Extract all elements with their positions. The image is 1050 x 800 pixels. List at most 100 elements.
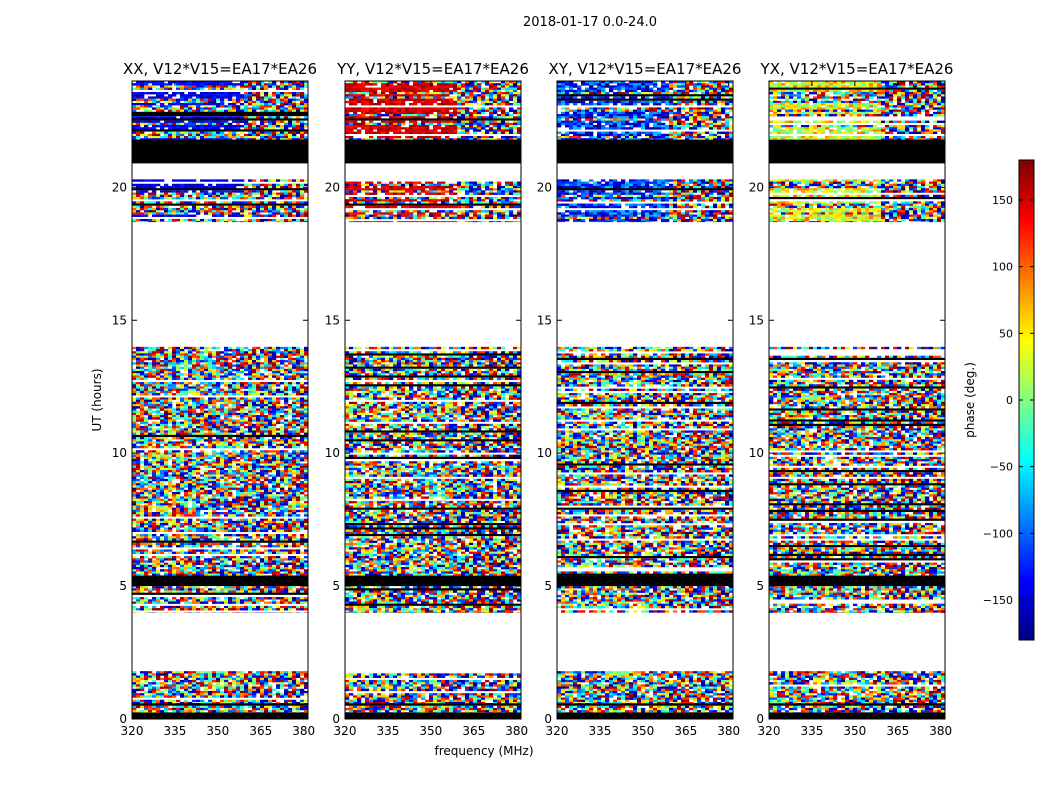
colorbar-segment [1019,360,1034,365]
colorbar-segment [1019,220,1034,225]
colorbar-segment [1019,264,1034,269]
x-tick-label: 350 [843,724,866,738]
y-tick-label: 20 [325,180,340,194]
flagged-band [769,139,945,164]
colorbar-segment [1019,184,1034,189]
colorbar-segment [1019,616,1034,621]
colorbar-segment [1019,180,1034,185]
flagged-band [345,575,521,587]
colorbar-segment [1019,456,1034,461]
heatmap-cells [557,81,733,719]
x-tick-label: 335 [163,724,186,738]
colorbar-segment [1019,600,1034,605]
y-tick-label: 0 [332,712,340,726]
colorbar-segment [1019,340,1034,345]
colorbar-segment [1019,632,1034,637]
panel-frame [131,80,309,720]
colorbar-segment [1019,240,1034,245]
colorbar-segment [1019,416,1034,421]
colorbar-segment [1019,344,1034,349]
colorbar-segment [1019,272,1034,277]
colorbar-segment [1019,320,1034,325]
colorbar-segment [1019,572,1034,577]
x-tick-label: 350 [631,724,654,738]
colorbar-segment [1019,512,1034,517]
panel-title: YX, V12*V15=EA17*EA26 [760,60,954,78]
x-tick-label: 350 [206,724,229,738]
colorbar-segment [1019,212,1034,217]
colorbar-segment [1019,612,1034,617]
colorbar-segment [1019,520,1034,525]
panel-frame [344,80,522,720]
colorbar-segment [1019,468,1034,473]
colorbar-segment [1019,460,1034,465]
colorbar-segment [1019,332,1034,337]
colorbar-tick-label: −50 [990,461,1013,474]
panel-title: XY, V12*V15=EA17*EA26 [549,60,742,78]
colorbar-segment [1019,216,1034,221]
panel: YY, V12*V15=EA17*EA26 320 335 350 365 380 0 5 10… [325,60,529,738]
y-tick-label: 10 [537,446,552,460]
colorbar-segment [1019,288,1034,293]
colorbar-segment [1019,372,1034,377]
y-tick-label: 0 [544,712,552,726]
colorbar-segment [1019,376,1034,381]
colorbar-segment [1019,204,1034,209]
colorbar-segment [1019,192,1034,197]
y-tick-label: 10 [112,446,127,460]
heatmap-cells [132,81,308,719]
heatmap-cells [769,81,945,719]
panel: XY, V12*V15=EA17*EA26 320 335 350 365 380 0 5 10… [537,60,742,738]
colorbar-segment [1019,628,1034,633]
y-tick-label: 5 [544,579,552,593]
x-tick-label: 320 [121,724,144,738]
colorbar-segment [1019,352,1034,357]
colorbar-segment [1019,608,1034,613]
panel: YX, V12*V15=EA17*EA26 320 335 350 365 380 0 5 10… [749,60,954,738]
colorbar-segment [1019,200,1034,205]
flagged-band [132,575,308,587]
flagged-band [769,703,945,706]
colorbar-segment [1019,408,1034,413]
y-tick-label: 20 [112,180,127,194]
panels: XX, V12*V15=EA17*EA26 320 335 350 365 380 0 5 10… [112,60,954,738]
x-tick-label: 320 [546,724,569,738]
colorbar-segment [1019,428,1034,433]
colorbar-segment [1019,208,1034,213]
x-tick-label: 365 [886,724,909,738]
colorbar: −150 −100 −50 0 50 100 150 phase (deg.) [963,159,1035,641]
colorbar-segment [1019,284,1034,289]
colorbar-segment [1019,380,1034,385]
colorbar-segment [1019,424,1034,429]
colorbar-segment [1019,236,1034,241]
colorbar-tick-label: 150 [992,194,1013,207]
x-tick-label: 320 [334,724,357,738]
panel-frame [556,80,734,720]
flagged-band [557,139,733,164]
colorbar-segment [1019,164,1034,169]
flagged-band [132,139,308,164]
colorbar-segment [1019,588,1034,593]
colorbar-segment [1019,336,1034,341]
x-axis-label: frequency (MHz) [434,744,533,758]
y-tick-label: 10 [749,446,764,460]
y-tick-label: 20 [749,180,764,194]
x-tick-label: 350 [419,724,442,738]
colorbar-segment [1019,560,1034,565]
colorbar-tick-label: 0 [1006,394,1013,407]
y-tick-label: 0 [756,712,764,726]
colorbar-segment [1019,516,1034,521]
colorbar-segment [1019,304,1034,309]
colorbar-segment [1019,576,1034,581]
colorbar-segment [1019,420,1034,425]
colorbar-segment [1019,260,1034,265]
colorbar-segment [1019,592,1034,597]
colorbar-segment [1019,244,1034,249]
colorbar-segment [1019,544,1034,549]
colorbar-segment [1019,172,1034,177]
colorbar-segment [1019,536,1034,541]
panel-title: XX, V12*V15=EA17*EA26 [123,60,317,78]
colorbar-segment [1019,484,1034,489]
colorbar-segment [1019,328,1034,333]
